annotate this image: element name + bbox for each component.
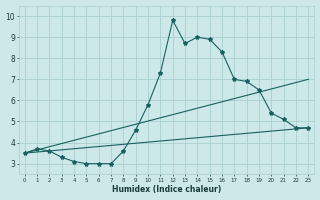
X-axis label: Humidex (Indice chaleur): Humidex (Indice chaleur) xyxy=(112,185,221,194)
